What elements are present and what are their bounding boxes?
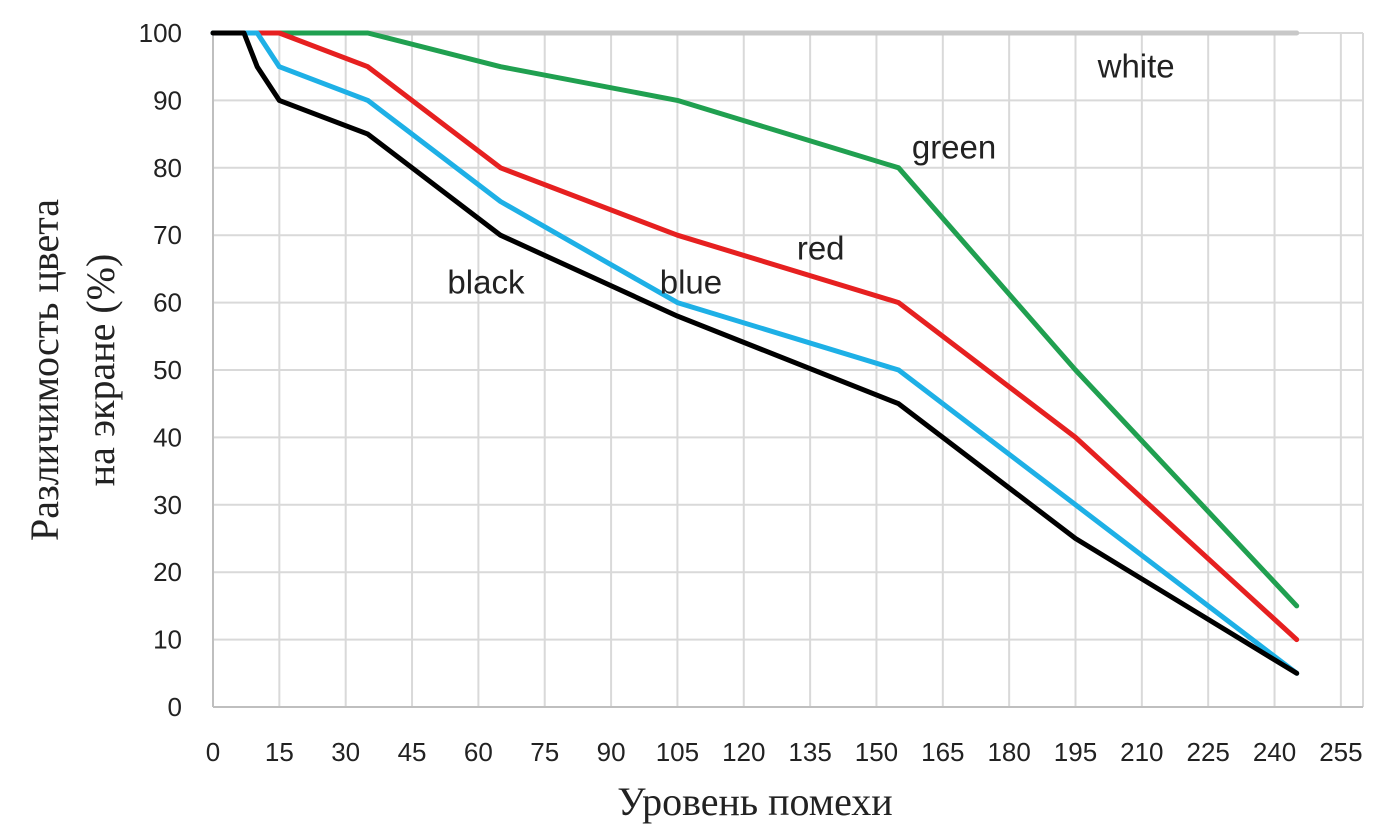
y-axis-title-line-1: Различимость цвета (22, 199, 67, 541)
y-tick-label: 60 (153, 288, 182, 318)
y-tick-labels: 0 10 20 30 40 50 60 70 80 90 100 (139, 18, 182, 722)
x-tick-label: 105 (656, 737, 699, 767)
x-axis-title: Уровень помехи (617, 779, 892, 824)
y-tick-label: 70 (153, 220, 182, 250)
x-tick-label: 165 (921, 737, 964, 767)
y-tick-label: 90 (153, 85, 182, 115)
y-tick-label: 50 (153, 355, 182, 385)
x-tick-label: 60 (464, 737, 493, 767)
y-tick-label: 100 (139, 18, 182, 48)
x-tick-labels: 0 15 30 45 60 75 90 105 120 135 150 165 180 195 210 225… (206, 737, 1363, 767)
series-line-blue (210, 30, 1300, 676)
x-tick-label: 75 (530, 737, 559, 767)
x-tick-label: 135 (788, 737, 831, 767)
y-tick-label: 30 (153, 490, 182, 520)
x-tick-label: 150 (855, 737, 898, 767)
series-line-green (210, 30, 1300, 609)
x-tick-label: 120 (722, 737, 765, 767)
x-tick-label: 45 (398, 737, 427, 767)
x-tick-label: 15 (265, 737, 294, 767)
series-label-green: green (912, 129, 996, 166)
series-label-white: white (1097, 48, 1175, 85)
series-lines (210, 30, 1300, 676)
x-tick-label: 255 (1319, 737, 1362, 767)
series-line-black (210, 30, 1300, 676)
x-tick-label: 225 (1186, 737, 1229, 767)
y-axis-title-line-2: на экране (%) (78, 254, 123, 487)
axes (212, 33, 1363, 708)
y-tick-label: 40 (153, 422, 182, 452)
series-label-blue: blue (660, 263, 722, 300)
y-tick-label: 20 (153, 557, 182, 587)
x-tick-label: 0 (206, 737, 220, 767)
series-labels: white green red blue black (447, 48, 1174, 301)
x-tick-label: 180 (987, 737, 1030, 767)
series-label-black: black (447, 263, 525, 300)
series-label-red: red (797, 230, 845, 267)
x-tick-label: 195 (1054, 737, 1097, 767)
y-tick-label: 10 (153, 625, 182, 655)
series-line-red (210, 30, 1300, 643)
x-tick-label: 210 (1120, 737, 1163, 767)
y-axis-title: Различимость цвета на экране (%) (22, 199, 123, 541)
x-tick-label: 240 (1253, 737, 1296, 767)
x-tick-label: 90 (597, 737, 626, 767)
y-tick-label: 0 (168, 692, 182, 722)
y-tick-label: 80 (153, 153, 182, 183)
x-tick-label: 30 (331, 737, 360, 767)
